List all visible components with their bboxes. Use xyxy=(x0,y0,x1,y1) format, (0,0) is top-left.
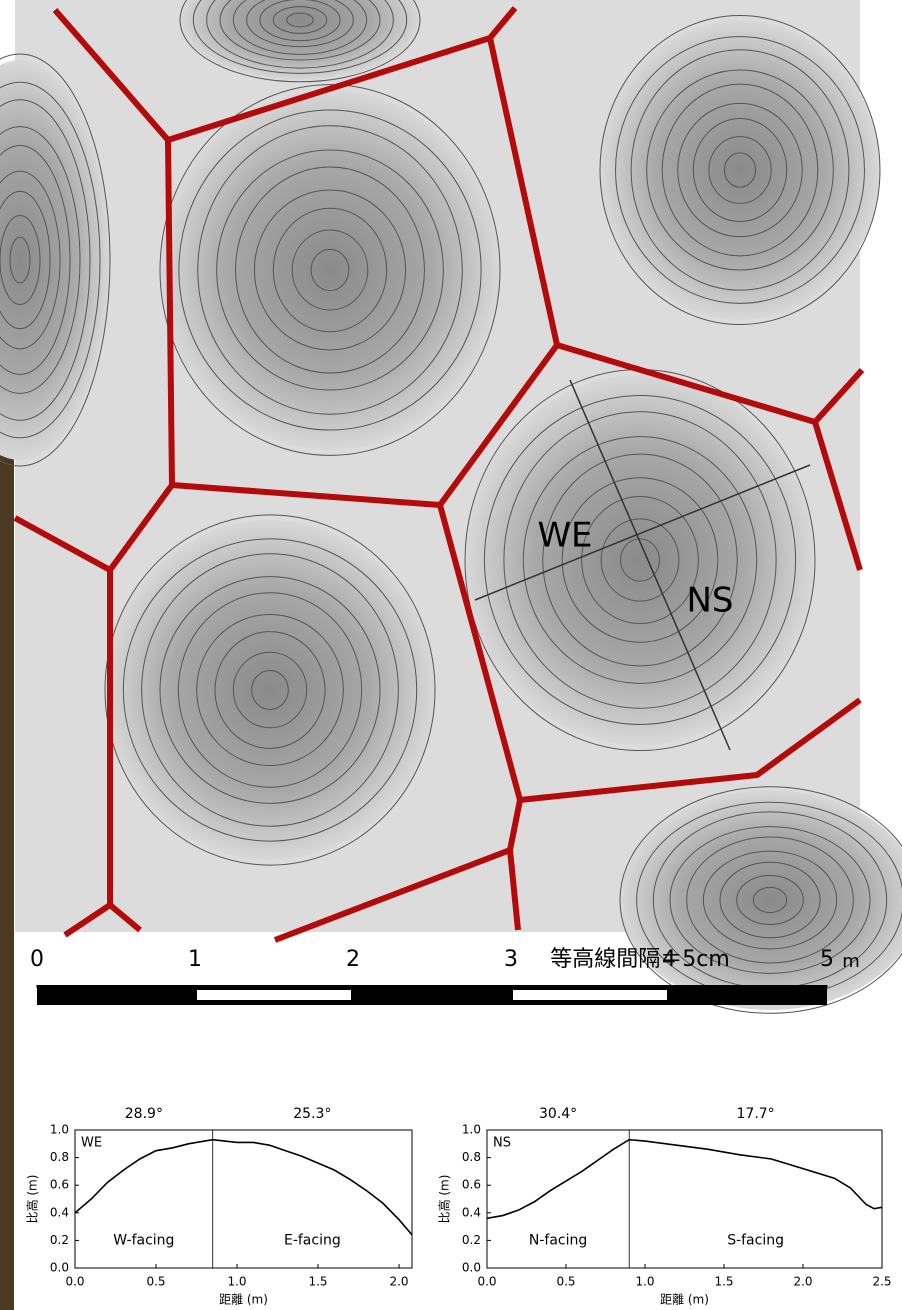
x-tick-label: 0.5 xyxy=(146,1275,165,1289)
hill xyxy=(600,20,880,320)
slope-angle: 28.9° xyxy=(125,1106,163,1122)
y-tick-label: 0.6 xyxy=(50,1178,69,1192)
x-tick-label: 0.5 xyxy=(556,1275,575,1289)
y-tick-label: 1.0 xyxy=(462,1123,481,1137)
hill xyxy=(465,375,815,745)
slope-angle: 17.7° xyxy=(737,1106,775,1122)
x-tick-label: 2.5 xyxy=(872,1275,891,1289)
scale-unit: m xyxy=(842,951,860,972)
series-label: NS xyxy=(493,1136,511,1151)
page: {"map": {"labels": ["WE", "NS"], "contou… xyxy=(0,0,902,1310)
x-tick-label: 1.5 xyxy=(308,1275,327,1289)
y-axis-label: 比高 (m) xyxy=(437,1175,452,1224)
x-tick-label: 0.0 xyxy=(477,1275,496,1289)
profile-line xyxy=(75,1140,412,1235)
slope-angle: 30.4° xyxy=(539,1106,577,1122)
x-axis-label: 距離 (m) xyxy=(219,1293,268,1307)
scale-tick-label: 5 xyxy=(820,947,834,972)
facing-label: N-facing xyxy=(529,1232,587,1248)
y-tick-label: 0.6 xyxy=(462,1178,481,1192)
hill xyxy=(160,90,500,450)
section-label: WE xyxy=(537,516,592,556)
scale-tick-label: 4 xyxy=(662,947,676,972)
x-tick-label: 1.0 xyxy=(635,1275,654,1289)
y-tick-label: 0.4 xyxy=(462,1205,481,1219)
scale-tick-label: 0 xyxy=(30,947,44,972)
y-tick-label: 1.0 xyxy=(50,1123,69,1137)
chart: 0.0 0.2 0.4 0.6 0.8 1.0 0.0 0.5 1.0 1.5 2.0 2.5 距離 (… xyxy=(437,1106,892,1307)
scale-segment xyxy=(197,990,351,1000)
y-tick-label: 0.8 xyxy=(462,1150,481,1164)
y-tick-label: 0.8 xyxy=(50,1150,69,1164)
scale-tick-label: 3 xyxy=(504,947,518,972)
hill xyxy=(105,520,435,860)
section-label: NS xyxy=(686,581,733,621)
x-tick-label: 2.0 xyxy=(793,1275,812,1289)
scale-segment xyxy=(513,990,667,1000)
scale-tick-label: 2 xyxy=(346,947,360,972)
y-tick-label: 0.2 xyxy=(462,1233,481,1247)
y-tick-label: 0.4 xyxy=(50,1205,69,1219)
contour-interval: 等高線間隔＝5cm xyxy=(550,947,730,972)
chart: 0.0 0.2 0.4 0.6 0.8 1.0 0.0 0.5 1.0 1.5 2.0 距離 (m) 比… xyxy=(25,1106,413,1307)
x-tick-label: 1.0 xyxy=(227,1275,246,1289)
charts: 0.0 0.2 0.4 0.6 0.8 1.0 0.0 0.5 1.0 1.5 2.0 距離 (m) 比… xyxy=(25,1106,892,1307)
x-tick-label: 0.0 xyxy=(65,1275,84,1289)
facing-label: S-facing xyxy=(727,1232,784,1248)
y-tick-label: 0.0 xyxy=(50,1261,69,1275)
scale-tick-label: 1 xyxy=(188,947,202,972)
slope-angle: 25.3° xyxy=(293,1106,331,1122)
scale-bar-body xyxy=(37,985,827,1005)
figure: WE NS 等高線間隔＝5cm 0 1 2 3 4 5m 0.0 0.2 0.4 0.6 0.8 1… xyxy=(0,0,902,1310)
profile-line xyxy=(487,1140,882,1219)
edge-strip xyxy=(0,320,14,1310)
y-tick-label: 0.0 xyxy=(462,1261,481,1275)
x-axis-label: 距離 (m) xyxy=(660,1293,709,1307)
x-tick-label: 2.0 xyxy=(389,1275,408,1289)
y-tick-label: 0.2 xyxy=(50,1233,69,1247)
facing-label: E-facing xyxy=(284,1232,341,1248)
x-tick-label: 1.5 xyxy=(714,1275,733,1289)
series-label: WE xyxy=(81,1136,102,1151)
y-axis-label: 比高 (m) xyxy=(25,1175,40,1224)
facing-label: W-facing xyxy=(113,1232,174,1248)
